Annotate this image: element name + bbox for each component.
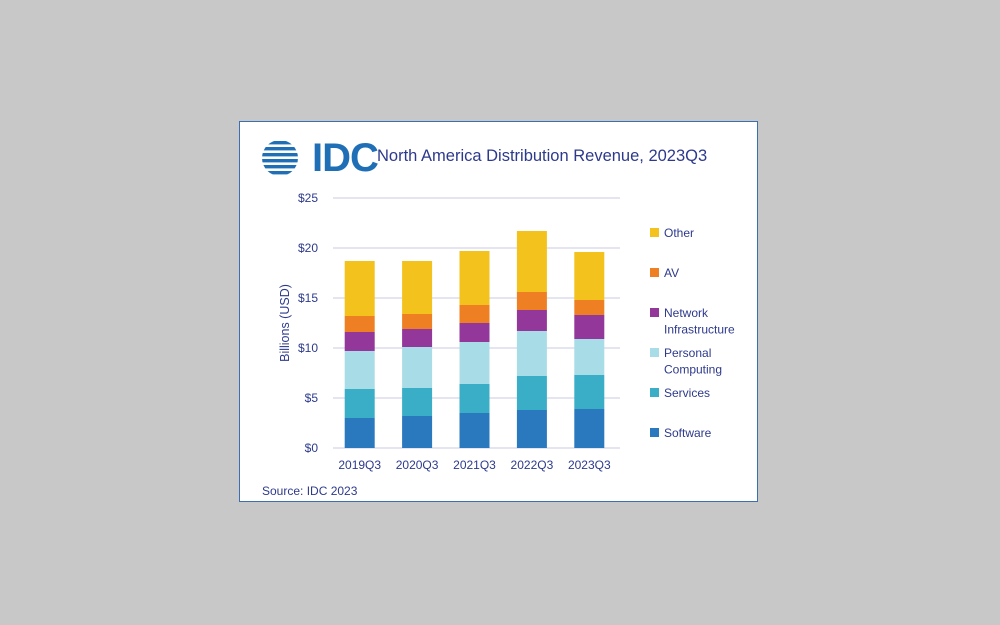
bar-segment [459,305,490,323]
y-tick-label: $15 [298,291,318,305]
bar-segment [459,384,490,413]
bar-segment [459,342,490,384]
bar-segment [516,292,547,310]
legend-label: Personal [664,346,711,360]
legend-label: Services [664,386,710,400]
bar-segment [516,410,547,448]
legend-swatch [650,388,659,397]
y-tick-label: $0 [305,441,319,455]
y-axis-label: Billions (USD) [278,284,292,362]
x-tick-label: 2019Q3 [338,458,381,472]
bar-segment [344,351,375,389]
bar-segment [459,413,490,448]
bar-segment [402,314,433,329]
y-tick-label: $20 [298,241,318,255]
source-note: Source: IDC 2023 [262,484,358,498]
bar-segment [574,375,605,409]
legend-label: Infrastructure [664,323,735,337]
stacked-bar-chart: $0 $5 $10 $15 $20 $25 Billions (USD) 2019Q3 2020… [278,191,735,472]
chart-title: North America Distribution Revenue, 2023… [377,147,708,165]
bar-segment [516,310,547,331]
bar-segment [402,347,433,388]
y-tick-label: $25 [298,191,318,205]
legend-label: Computing [664,363,722,377]
legend-label: Other [664,226,694,240]
legend-swatch [650,348,659,357]
bar-segment [402,388,433,416]
legend-label: Network [664,306,709,320]
y-tick-label: $5 [305,391,319,405]
legend-label: AV [664,266,679,280]
bar-segment [402,416,433,448]
bar-segment [574,315,605,339]
bar-segment [574,300,605,315]
x-tick-label: 2023Q3 [568,458,611,472]
bar-segment [516,376,547,410]
globe-icon [262,141,298,175]
legend-swatch [650,428,659,437]
legend-swatch [650,308,659,317]
bar-segment [574,339,605,375]
bar-segment [344,261,375,316]
bar-segment [574,252,605,300]
y-tick-label: $10 [298,341,318,355]
x-tick-label: 2021Q3 [453,458,496,472]
bar-segment [402,261,433,314]
bar-segment [402,329,433,347]
bar-segment [344,418,375,448]
bar-segment [344,316,375,332]
chart-card: IDC North America Distribution Revenue, … [239,121,758,502]
x-tick-label: 2020Q3 [396,458,439,472]
bar-segment [459,251,490,305]
legend-label: Software [664,426,712,440]
bar-segment [516,331,547,376]
bar-segment [344,389,375,418]
bar-segment [516,231,547,292]
bar-segment [344,332,375,351]
legend-swatch [650,268,659,277]
x-tick-label: 2022Q3 [511,458,554,472]
bar-segment [459,323,490,342]
logo-text: IDC [312,136,379,180]
bar-segment [574,409,605,448]
idc-logo: IDC [258,136,379,180]
legend-swatch [650,228,659,237]
